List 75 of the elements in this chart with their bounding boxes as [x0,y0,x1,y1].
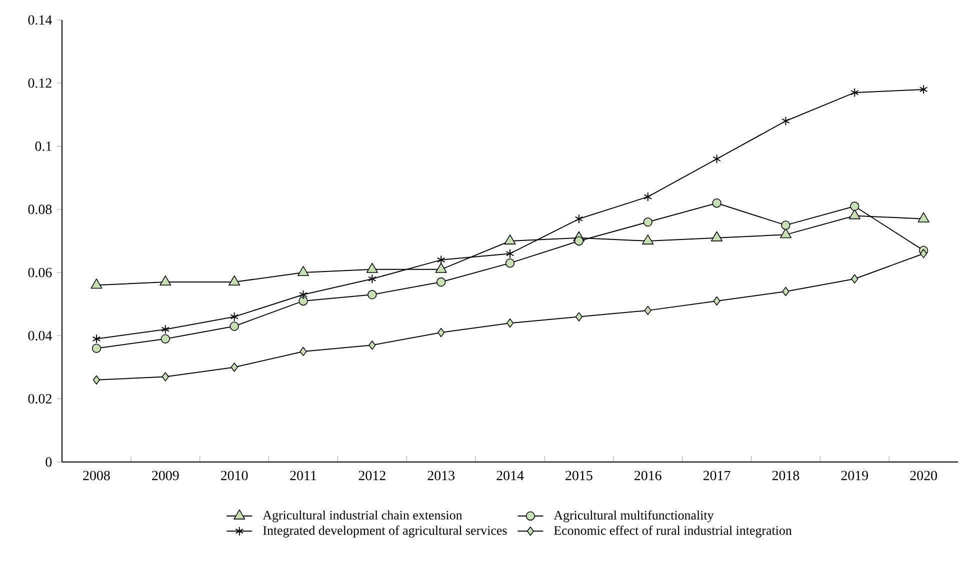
legend-label: Integrated development of agricultural services [263,526,507,538]
point [92,375,100,384]
legend-label: Agricultural industrial chain extension [262,510,462,522]
x-tick-label: 2009 [152,470,179,480]
point [574,236,584,246]
point [161,324,170,334]
point [782,286,790,296]
x-tick-label: 2016 [634,470,662,480]
y-tick-label: 0.06 [28,268,52,278]
point [504,234,516,244]
point [506,248,514,258]
y-tick-label: 0.1 [35,142,52,152]
point [297,266,310,276]
point [298,296,308,306]
point [438,328,445,338]
y-tick-label: 0.08 [28,204,52,214]
point [713,296,720,306]
x-tick-label: 2018 [772,470,800,480]
legend-label: Economic effect of rural industrial integration [554,526,792,538]
point [644,192,652,202]
x-tick-label: 2011 [290,470,316,480]
point [848,209,860,220]
point [918,212,930,222]
point [644,306,652,316]
y-tick-label: 0 [46,457,52,467]
point [575,312,582,322]
point [780,228,792,238]
point [712,154,721,164]
point [711,231,723,242]
point [642,234,654,244]
point [643,217,652,227]
point [436,255,446,265]
x-tick-label: 2017 [703,470,730,480]
point [782,116,790,126]
point [230,312,238,322]
point [505,258,515,268]
legend-label: Agricultural multifunctionality [554,510,714,522]
y-tick-label: 0.04 [28,330,52,340]
point [435,262,447,273]
point [92,344,102,353]
point [781,220,790,230]
point [300,346,307,356]
x-tick-label: 2010 [220,470,248,480]
y-tick-label: 0.14 [28,15,52,25]
x-tick-label: 2008 [83,470,110,480]
point [92,334,101,344]
point [850,88,859,98]
point [160,275,172,286]
point [436,277,446,287]
point [90,278,102,289]
point [162,372,169,382]
y-tick-label: 0.02 [28,394,52,404]
point [299,290,308,300]
point [230,322,239,331]
point [368,274,376,284]
point [230,362,238,372]
point [851,274,858,284]
point [574,214,584,224]
point [850,202,860,211]
x-tick-label: 2013 [428,470,454,480]
x-tick-label: 2019 [841,470,868,480]
x-tick-label: 2015 [566,470,592,480]
point [506,318,514,328]
x-tick-label: 2014 [496,470,524,480]
y-tick-label: 0.12 [28,78,52,88]
point [919,84,928,94]
point [712,198,722,208]
point [160,334,170,344]
point [920,249,928,258]
point [228,275,240,286]
x-tick-label: 2012 [358,470,386,480]
point [368,290,377,300]
point [368,340,376,350]
x-tick-label: 2020 [910,470,937,480]
point [366,262,378,273]
